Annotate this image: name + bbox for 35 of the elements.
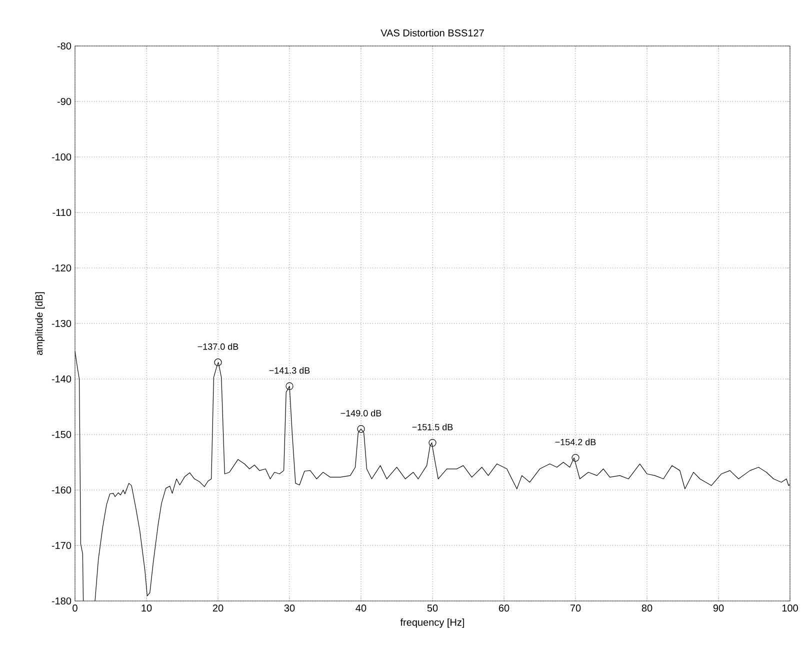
- x-tick-label: 0: [72, 604, 78, 612]
- x-tick-label: 60: [498, 604, 510, 612]
- y-tick-label: -130: [52, 320, 72, 328]
- y-tick-label: -110: [52, 208, 72, 216]
- data-label: −151.5 dB: [412, 424, 453, 430]
- y-tick-label: -120: [52, 264, 72, 272]
- x-tick-label: 20: [212, 604, 224, 612]
- y-tick-label: -80: [57, 42, 72, 50]
- data-label: −137.0 dB: [198, 343, 238, 350]
- y-tick-label: -150: [52, 430, 72, 438]
- x-tick-label: 10: [142, 604, 152, 612]
- point: [428, 439, 436, 447]
- x-tick-label: 40: [356, 604, 366, 612]
- x-tick-label: 80: [642, 604, 652, 612]
- x-tick-label: 50: [427, 604, 438, 612]
- x-tick-label: 30: [284, 604, 295, 612]
- point: [214, 358, 222, 366]
- y-tick-label: -90: [57, 98, 72, 106]
- y-tick-label: -170: [52, 542, 72, 550]
- x-tick-label: 100: [782, 604, 798, 612]
- point: [286, 382, 294, 390]
- y-tick-label: -140: [52, 375, 72, 383]
- y-axis-title: amplitude [dB]: [35, 292, 45, 356]
- x-axis-title: frequency [Hz]: [400, 618, 464, 628]
- point: [357, 425, 365, 433]
- x-tick-label: 90: [713, 604, 724, 612]
- data-label: −141.3 dB: [269, 367, 310, 374]
- y-tick-label: -180: [52, 597, 72, 605]
- x-tick-label: 70: [570, 604, 581, 612]
- y-tick-label: -160: [52, 486, 72, 494]
- y-tick-label: -100: [52, 153, 72, 161]
- chart-title: VAS Distortion BSS127: [380, 29, 484, 36]
- data-label: −149.0 dB: [340, 410, 382, 416]
- point: [572, 454, 580, 462]
- data-label: −154.2 dB: [555, 438, 596, 446]
